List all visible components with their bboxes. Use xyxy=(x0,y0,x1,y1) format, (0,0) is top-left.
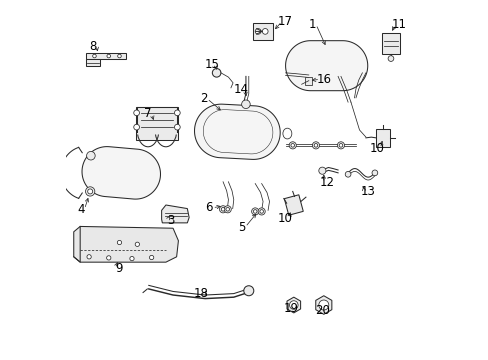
Polygon shape xyxy=(252,23,273,40)
Circle shape xyxy=(258,208,264,215)
Circle shape xyxy=(149,255,153,260)
Text: 14: 14 xyxy=(234,84,248,96)
Circle shape xyxy=(244,286,253,296)
Ellipse shape xyxy=(283,128,291,139)
Polygon shape xyxy=(315,296,331,314)
Circle shape xyxy=(313,144,317,147)
Circle shape xyxy=(106,256,111,260)
Circle shape xyxy=(288,142,296,149)
Polygon shape xyxy=(286,297,300,313)
Polygon shape xyxy=(162,205,189,223)
Circle shape xyxy=(290,144,294,147)
Text: 19: 19 xyxy=(283,302,298,315)
Circle shape xyxy=(318,167,325,174)
Circle shape xyxy=(255,28,261,34)
Polygon shape xyxy=(305,77,312,85)
Text: 8: 8 xyxy=(89,40,97,53)
Circle shape xyxy=(87,255,91,259)
Text: 17: 17 xyxy=(278,15,292,28)
Text: 18: 18 xyxy=(193,287,208,300)
Text: 15: 15 xyxy=(204,58,219,72)
Circle shape xyxy=(87,189,93,194)
Text: 4: 4 xyxy=(77,203,84,216)
Circle shape xyxy=(289,301,298,309)
Polygon shape xyxy=(375,129,389,147)
Circle shape xyxy=(251,208,258,215)
Circle shape xyxy=(262,28,267,34)
Circle shape xyxy=(117,240,122,245)
Polygon shape xyxy=(194,104,280,159)
Circle shape xyxy=(387,56,393,62)
Circle shape xyxy=(225,207,229,211)
Text: 7: 7 xyxy=(144,107,151,120)
Circle shape xyxy=(134,110,139,116)
Circle shape xyxy=(312,142,319,149)
Circle shape xyxy=(259,210,263,213)
Polygon shape xyxy=(85,59,100,66)
Polygon shape xyxy=(285,41,367,91)
Circle shape xyxy=(85,187,95,196)
Circle shape xyxy=(219,206,226,213)
Polygon shape xyxy=(74,226,178,262)
Text: 6: 6 xyxy=(204,201,212,214)
Circle shape xyxy=(339,144,342,147)
Text: 2: 2 xyxy=(199,92,207,105)
Text: 11: 11 xyxy=(390,18,406,31)
Circle shape xyxy=(371,170,377,176)
Circle shape xyxy=(134,124,139,130)
Circle shape xyxy=(241,100,250,109)
Circle shape xyxy=(93,54,96,58)
Circle shape xyxy=(174,110,180,116)
Circle shape xyxy=(253,210,257,213)
Circle shape xyxy=(345,171,350,177)
Text: 13: 13 xyxy=(360,185,374,198)
Circle shape xyxy=(212,68,221,77)
Text: 1: 1 xyxy=(308,18,315,31)
Text: 5: 5 xyxy=(238,221,245,234)
Circle shape xyxy=(174,124,180,130)
Circle shape xyxy=(107,54,110,58)
Text: 3: 3 xyxy=(167,213,175,226)
Circle shape xyxy=(130,256,134,261)
Polygon shape xyxy=(284,195,303,215)
Polygon shape xyxy=(136,108,177,140)
Circle shape xyxy=(224,206,231,213)
Polygon shape xyxy=(85,53,125,59)
Circle shape xyxy=(318,300,328,310)
Polygon shape xyxy=(382,33,399,54)
Circle shape xyxy=(221,207,224,211)
Circle shape xyxy=(118,54,121,58)
Text: 10: 10 xyxy=(278,212,292,225)
Text: 9: 9 xyxy=(115,262,122,275)
Circle shape xyxy=(135,242,139,247)
Text: 10: 10 xyxy=(368,142,384,155)
Circle shape xyxy=(337,142,344,149)
Text: 20: 20 xyxy=(314,304,329,317)
Text: 12: 12 xyxy=(319,176,334,189)
Text: 16: 16 xyxy=(316,73,331,86)
Polygon shape xyxy=(82,147,160,199)
Circle shape xyxy=(86,152,95,160)
